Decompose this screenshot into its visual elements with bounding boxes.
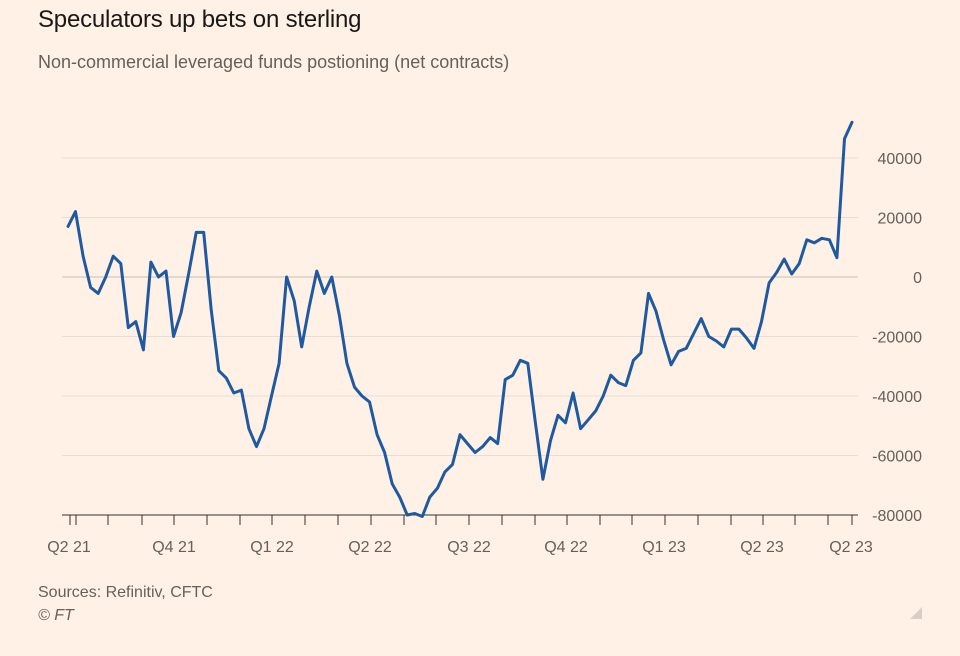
- x-tick-label: Q2 21: [47, 539, 91, 556]
- source-note: Sources: Refinitiv, CFTC: [38, 584, 213, 601]
- y-tick-label: 0: [913, 270, 922, 287]
- y-tick-label: 20000: [878, 211, 923, 228]
- y-tick-label: -80000: [872, 508, 922, 525]
- y-tick-label: 40000: [878, 151, 923, 168]
- x-tick-label: Q4 21: [152, 539, 196, 556]
- x-tick-label: Q2 23: [740, 539, 784, 556]
- x-tick-label: Q1 23: [642, 539, 686, 556]
- series-line: [66, 120, 854, 518]
- y-tick-label: -40000: [872, 389, 922, 406]
- chart-title: Speculators up bets on sterling: [38, 6, 362, 33]
- x-tick-label: Q2 23: [829, 539, 873, 556]
- resize-corner-icon: [910, 607, 922, 619]
- x-tick-label: Q2 22: [348, 539, 392, 556]
- y-tick-label: -60000: [872, 449, 922, 466]
- y-tick-label: -20000: [872, 330, 922, 347]
- x-tick-label: Q4 22: [544, 539, 588, 556]
- copyright-note: © FT: [38, 607, 74, 624]
- x-tick-label: Q3 22: [447, 539, 491, 556]
- x-tick-label: Q1 22: [250, 539, 294, 556]
- chart-subtitle: Non-commercial leveraged funds postionin…: [38, 52, 510, 72]
